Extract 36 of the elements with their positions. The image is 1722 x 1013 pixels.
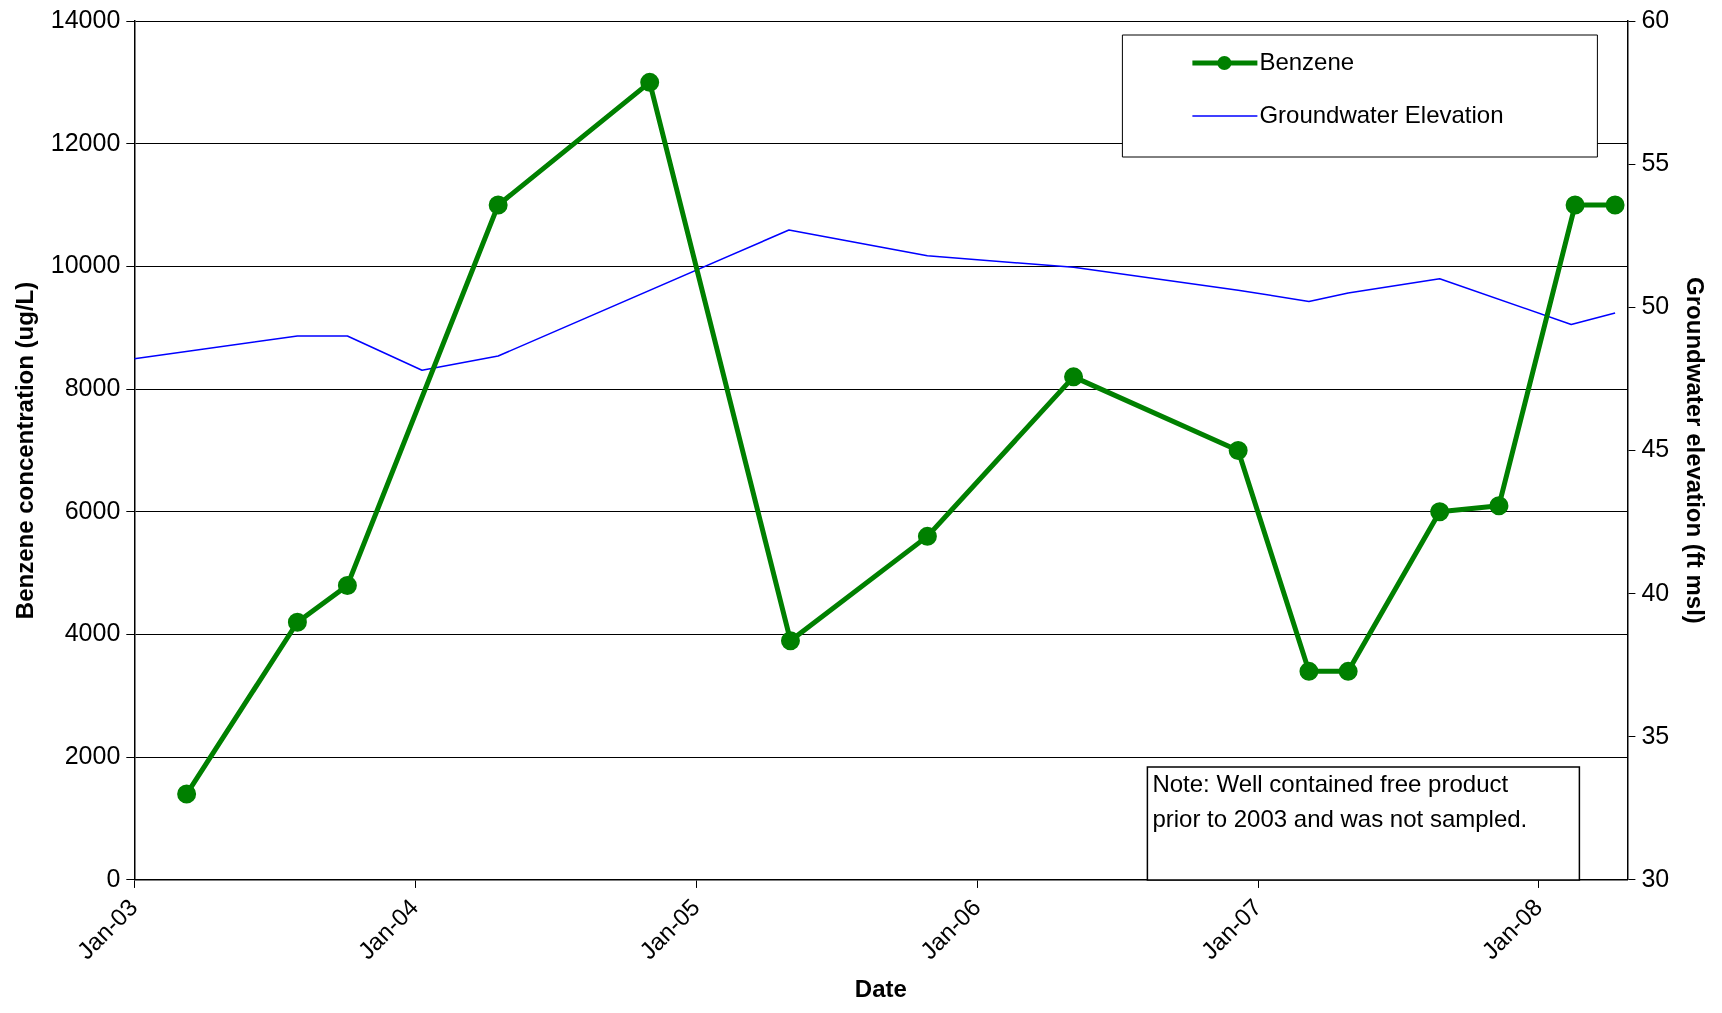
- legend-label: Benzene: [1259, 47, 1355, 75]
- y2-tick-label: 30: [1641, 863, 1670, 892]
- y2-tick-label: 35: [1641, 720, 1670, 749]
- point: [337, 575, 357, 595]
- point: [640, 72, 660, 92]
- point: [917, 526, 937, 546]
- point: [488, 195, 508, 215]
- point: [1228, 440, 1248, 460]
- y2-tick-label: 50: [1641, 291, 1670, 320]
- y-tick-label: 14000: [50, 4, 121, 33]
- x-axis-title: Date: [854, 975, 907, 1003]
- point: [1605, 195, 1625, 215]
- point: [1064, 367, 1084, 387]
- y2-axis-title: Groundwater elevation (ft msl): [1681, 277, 1709, 624]
- y2-tick-label: 40: [1641, 577, 1670, 606]
- y-tick-label: 4000: [64, 618, 121, 647]
- y2-tick-label: 60: [1641, 4, 1670, 33]
- point: [1489, 496, 1509, 516]
- y-tick-label: 8000: [64, 373, 121, 402]
- y-tick-label: 6000: [64, 495, 121, 524]
- y-axis-title: Benzene concentration (ug/L): [11, 281, 39, 620]
- point: [1338, 661, 1358, 681]
- y-tick-label: 12000: [50, 127, 121, 156]
- annotation: Note: Well contained free product prior to 2003 and was not sampled.: [1152, 769, 1528, 832]
- point: [1430, 502, 1450, 522]
- point: [780, 631, 800, 651]
- point: [287, 612, 307, 632]
- y-tick-label: 10000: [50, 250, 121, 279]
- point: [1565, 195, 1585, 215]
- legend-label: Groundwater Elevation: [1259, 100, 1504, 128]
- y2-tick-label: 45: [1641, 434, 1670, 463]
- point: [177, 784, 197, 804]
- y2-tick-label: 55: [1641, 148, 1670, 177]
- point: [1299, 661, 1319, 681]
- y-tick-label: 2000: [64, 741, 121, 770]
- y-tick-label: 0: [106, 863, 121, 892]
